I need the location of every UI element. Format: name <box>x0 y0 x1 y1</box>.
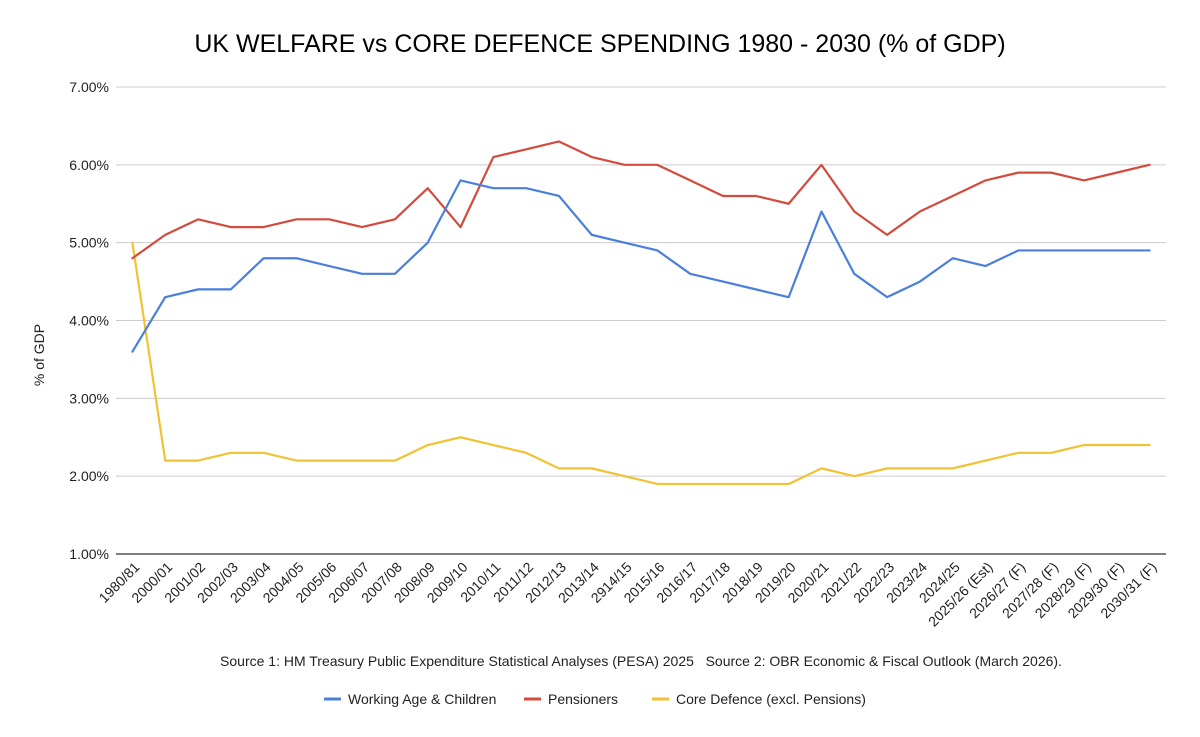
legend-label: Working Age & Children <box>348 691 496 707</box>
series-line <box>131 179 1151 353</box>
chart-title: UK WELFARE vs CORE DEFENCE SPENDING 1980… <box>194 30 1005 58</box>
y-tick-label: 7.00% <box>69 79 109 95</box>
y-tick-label: 4.00% <box>69 313 109 329</box>
y-tick-label: 5.00% <box>69 235 109 251</box>
legend: Working Age & Children Pensioners Core Def… <box>324 691 866 707</box>
series-line <box>131 241 1151 486</box>
y-tick-label: 2.00% <box>69 468 109 484</box>
y-tick-label: 3.00% <box>69 390 109 406</box>
series-lines <box>131 140 1151 486</box>
y-axis-label: % of GDP <box>31 324 47 386</box>
source-note: Source 1: HM Treasury Public Expenditure… <box>220 653 1062 669</box>
y-tick-label: 1.00% <box>69 546 109 562</box>
gridlines <box>116 86 1166 555</box>
legend-label: Core Defence (excl. Pensions) <box>676 691 866 707</box>
x-axis-ticks: 1980/812000/012001/022002/032003/042004/… <box>95 559 1159 630</box>
legend-label: Pensioners <box>548 691 618 707</box>
series-line <box>131 140 1151 260</box>
y-tick-label: 6.00% <box>69 157 109 173</box>
y-axis-ticks: 1.00% 2.00% 3.00% 4.00% 5.00% 6.00% 7.00% <box>69 79 109 562</box>
